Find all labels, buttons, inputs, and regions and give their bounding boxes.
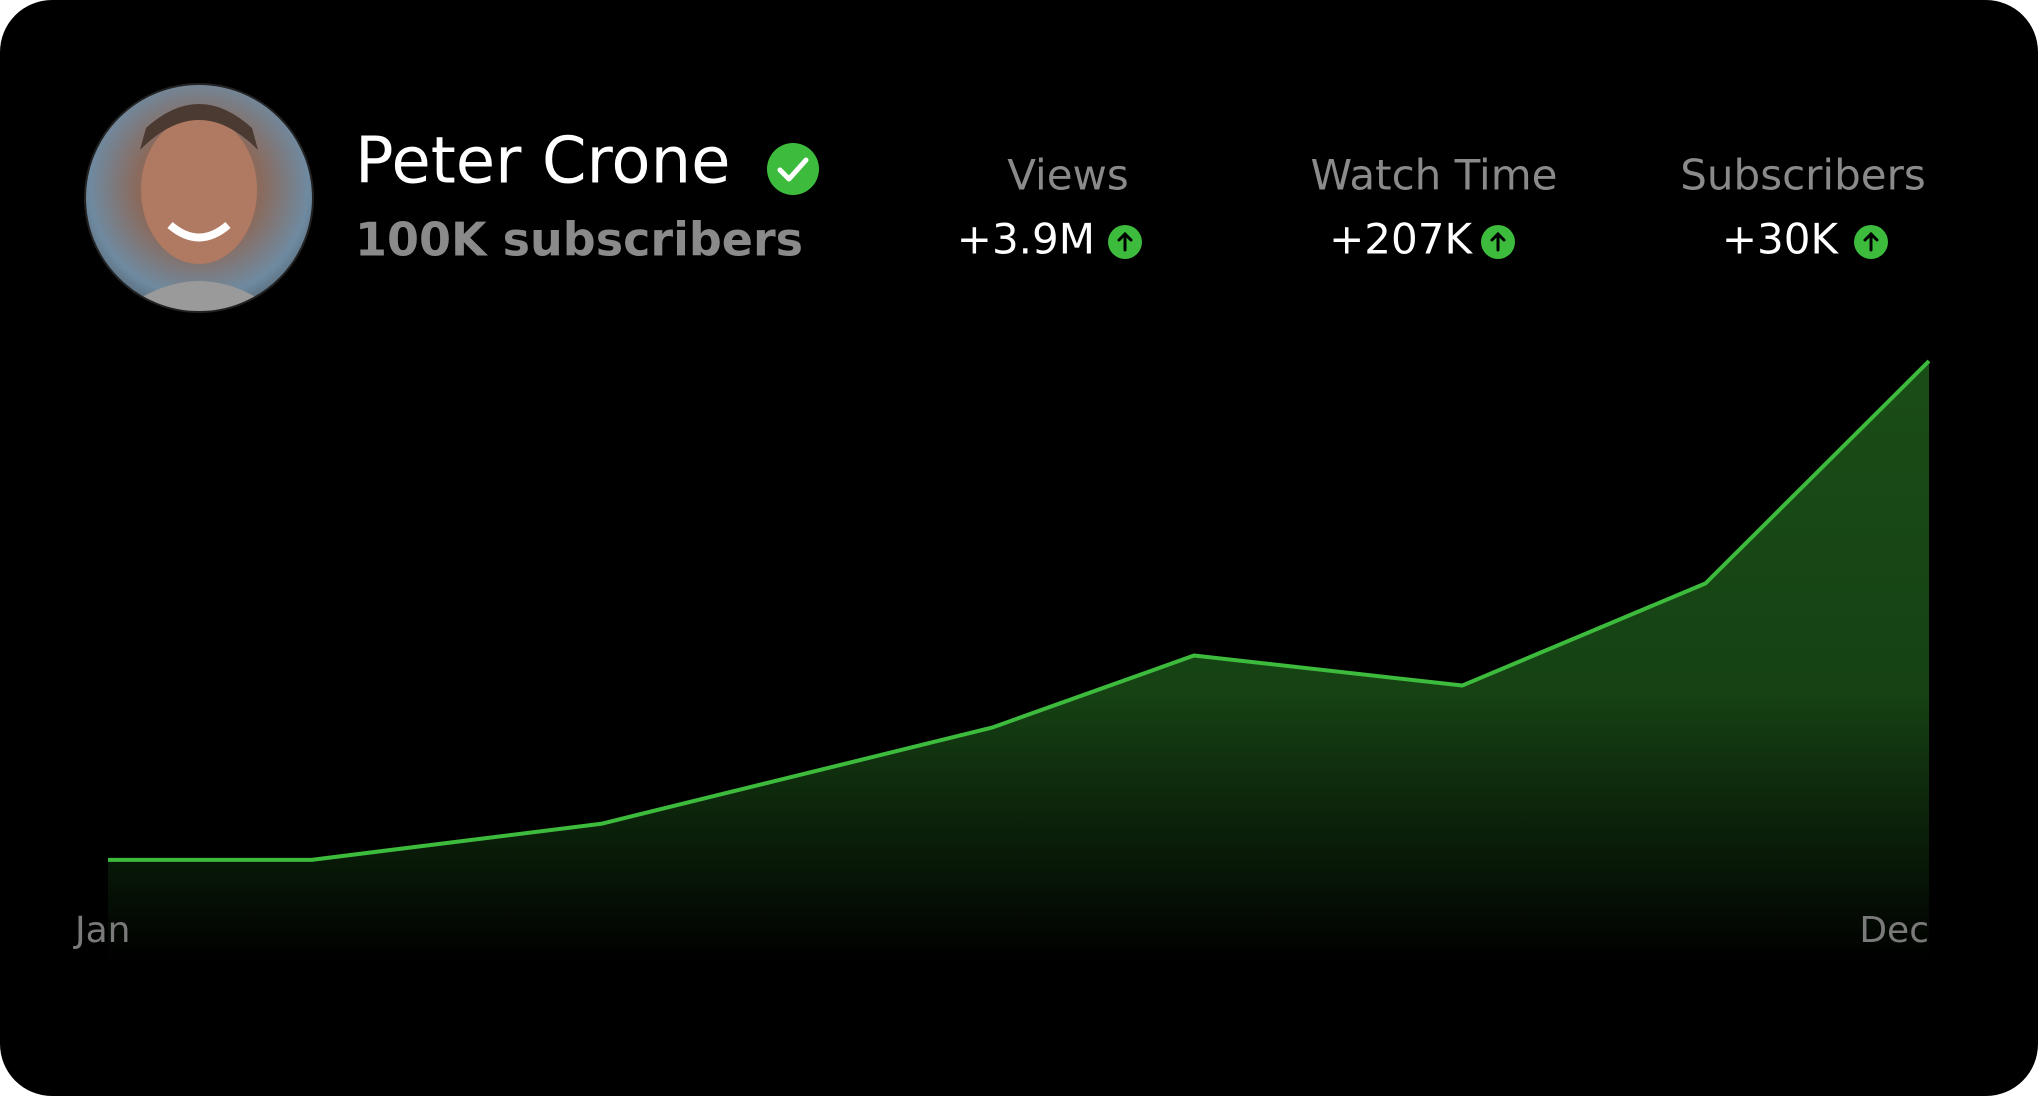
stat-value: +207K: [1329, 215, 1473, 264]
stat-label: Subscribers: [1680, 151, 1926, 200]
stat-value: +30K: [1722, 215, 1840, 264]
x-tick-label: Dec: [1859, 910, 1929, 951]
stat-label: Views: [1007, 151, 1129, 200]
verified-badge: [767, 143, 819, 195]
trend-up-arrow: [1117, 231, 1133, 252]
trend-up-arrow: [1490, 231, 1506, 252]
profile-name: Peter Crone: [355, 125, 731, 199]
x-tick-label: Jan: [73, 910, 131, 951]
stat-value: +3.9M: [957, 215, 1095, 264]
subscriber-count: 100K subscribers: [355, 213, 803, 267]
area-line: [108, 359, 1931, 862]
area-fill: [108, 361, 1929, 962]
avatar: [85, 84, 313, 312]
trend-up-arrow: [1863, 231, 1879, 252]
stat-label: Watch Time: [1311, 151, 1558, 200]
